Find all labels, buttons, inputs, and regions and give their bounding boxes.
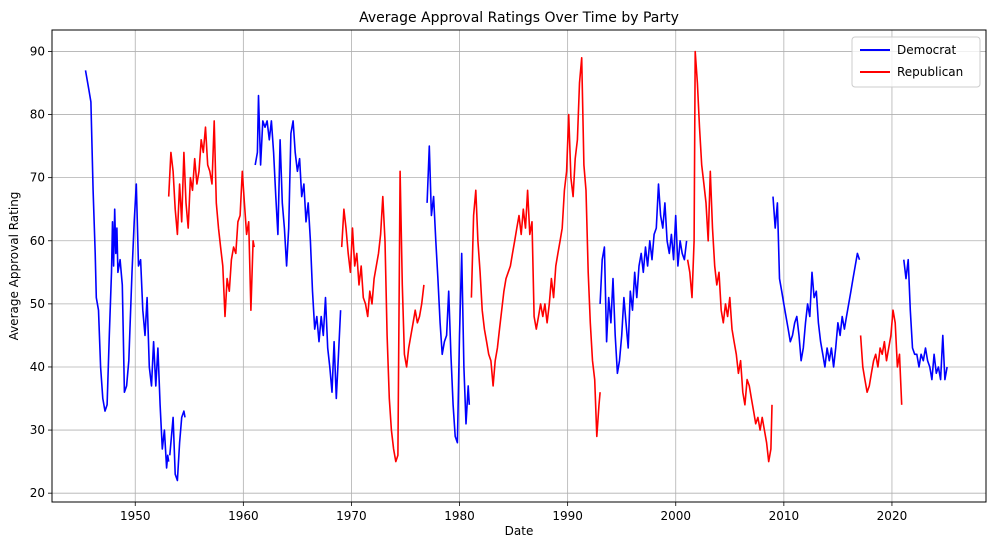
x-tick-label: 2010 (769, 509, 800, 523)
y-tick-label: 60 (30, 234, 45, 248)
legend-label-democrat: Democrat (897, 43, 957, 57)
x-tick-label: 2000 (660, 509, 691, 523)
y-tick-label: 30 (30, 423, 45, 437)
plot-frame (51, 29, 987, 503)
series-line-democrat (772, 196, 861, 368)
plot-lines (84, 50, 948, 482)
y-tick-label: 70 (30, 171, 45, 185)
y-tick-label: 20 (30, 486, 45, 500)
legend-label-republican: Republican (897, 65, 963, 79)
series-line-democrat (254, 94, 342, 400)
y-tick-label: 40 (30, 360, 45, 374)
series-line-republican (470, 56, 601, 438)
axis-ticks: 1950 1960 1970 1980 1990 2000 2010 202020304050… (30, 44, 908, 523)
x-tick-label: 1960 (228, 509, 259, 523)
series-line-democrat (426, 145, 471, 444)
x-tick-label: 1980 (444, 509, 475, 523)
x-tick-label: 1990 (552, 509, 583, 523)
series-line-democrat (599, 183, 688, 375)
x-tick-label: 2020 (877, 509, 908, 523)
y-axis-label: Average Approval Rating (7, 192, 21, 341)
series-line-democrat (903, 258, 948, 381)
x-tick-label: 1970 (336, 509, 367, 523)
series-line-democrat (169, 410, 186, 482)
series-line-republican (340, 170, 425, 463)
series-line-republican (167, 120, 255, 318)
y-tick-label: 50 (30, 297, 45, 311)
series-line-republican (686, 50, 773, 463)
y-tick-label: 80 (30, 108, 45, 122)
chart-title: Average Approval Ratings Over Time by Pa… (359, 10, 679, 26)
legend: Democrat Republican (851, 36, 981, 88)
x-tick-label: 1950 (120, 509, 151, 523)
series-line-democrat (84, 70, 170, 469)
y-tick-label: 90 (30, 44, 45, 58)
gridlines (52, 30, 986, 502)
series-line-republican (859, 309, 903, 405)
x-axis-label: Date (505, 524, 534, 538)
